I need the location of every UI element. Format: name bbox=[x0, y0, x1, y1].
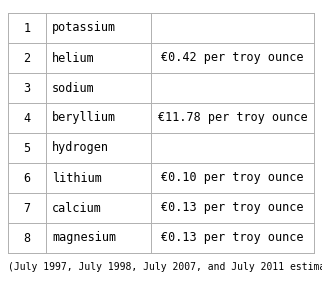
Text: 1: 1 bbox=[24, 22, 31, 35]
Text: magnesium: magnesium bbox=[52, 232, 116, 244]
Text: beryllium: beryllium bbox=[52, 112, 116, 124]
Text: €11.78 per troy ounce: €11.78 per troy ounce bbox=[158, 112, 307, 124]
Text: (July 1997, July 1998, July 2007, and July 2011 estimates): (July 1997, July 1998, July 2007, and Ju… bbox=[8, 262, 322, 272]
Text: 2: 2 bbox=[24, 51, 31, 65]
Text: 3: 3 bbox=[24, 81, 31, 94]
Text: €0.13 per troy ounce: €0.13 per troy ounce bbox=[161, 201, 304, 214]
Text: €0.42 per troy ounce: €0.42 per troy ounce bbox=[161, 51, 304, 65]
Text: sodium: sodium bbox=[52, 81, 95, 94]
Text: 4: 4 bbox=[24, 112, 31, 124]
Text: calcium: calcium bbox=[52, 201, 102, 214]
Text: 6: 6 bbox=[24, 171, 31, 185]
Text: 5: 5 bbox=[24, 142, 31, 155]
Text: potassium: potassium bbox=[52, 22, 116, 35]
Text: €0.10 per troy ounce: €0.10 per troy ounce bbox=[161, 171, 304, 185]
Text: helium: helium bbox=[52, 51, 95, 65]
Text: 8: 8 bbox=[24, 232, 31, 244]
Text: 7: 7 bbox=[24, 201, 31, 214]
Text: €0.13 per troy ounce: €0.13 per troy ounce bbox=[161, 232, 304, 244]
Text: lithium: lithium bbox=[52, 171, 102, 185]
Text: hydrogen: hydrogen bbox=[52, 142, 109, 155]
